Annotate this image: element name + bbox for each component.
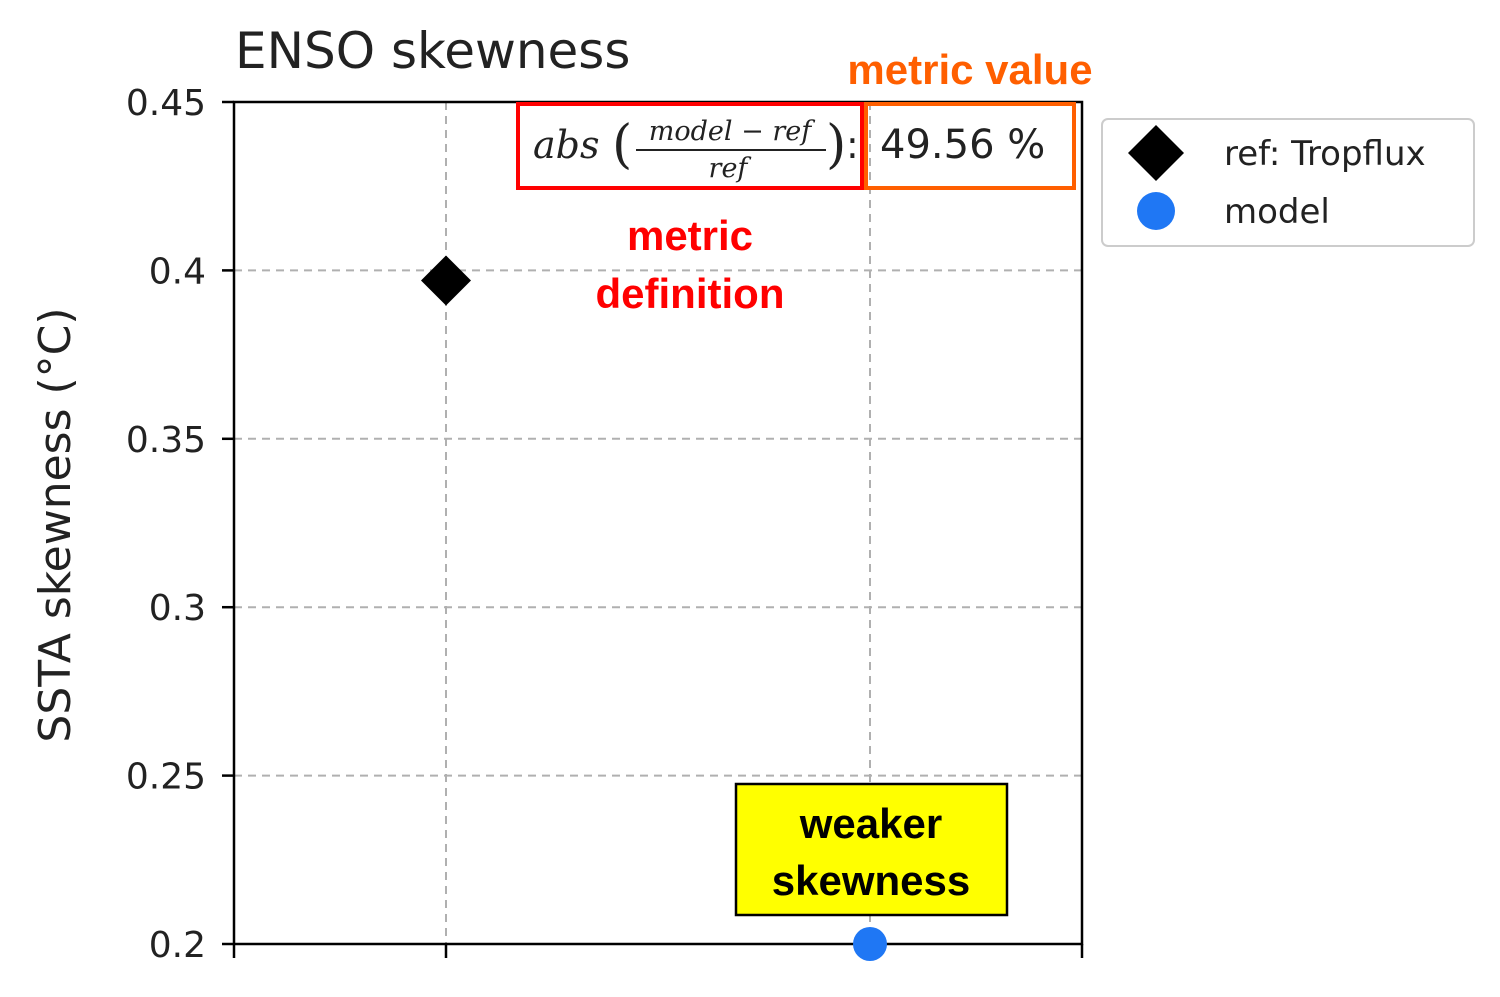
y-tick-label: 0.35 (126, 420, 206, 461)
grid (234, 102, 1082, 944)
formula-colon: : (846, 123, 859, 167)
y-axis-label: SSTA skewness (°C) (30, 307, 81, 742)
chart-title: ENSO skewness (235, 22, 630, 80)
ref-point (421, 255, 471, 306)
metric-value-box (864, 102, 1076, 190)
formula-denominator: ref (709, 153, 752, 184)
y-tick-label: 0.3 (149, 588, 206, 629)
formula-close-paren: ) (826, 115, 846, 175)
weaker-skewness-line2: skewness (772, 857, 970, 904)
y-tick-label: 0.2 (149, 925, 206, 966)
y-tick-label: 0.4 (149, 251, 206, 292)
y-tick-label: 0.25 (126, 757, 206, 798)
legend-frame (1101, 118, 1475, 247)
model-point (853, 927, 887, 961)
legend: ref: Tropflux model (1101, 118, 1475, 247)
metric-value-annotation: metric value (847, 46, 1092, 93)
data-points (421, 255, 887, 961)
formula-numerator: model − ref (649, 116, 815, 147)
legend-marker-ref (1128, 125, 1184, 181)
metric-definition-annotation-line2: definition (596, 270, 785, 317)
metric-formula: abs ( model − ref ref ) : (533, 115, 859, 184)
x-ticks (232, 944, 1084, 958)
formula-open-paren: ( (612, 115, 632, 175)
y-ticks: 0.2 0.25 0.3 0.35 0.4 0.45 (126, 83, 234, 966)
weaker-skewness-box (734, 782, 1009, 917)
legend-label: ref: Tropflux (1224, 134, 1426, 174)
legend-marker-model (1137, 192, 1175, 230)
metric-value: 49.56 % (880, 122, 1045, 168)
y-tick-label: 0.45 (126, 83, 206, 124)
weaker-skewness-line1: weaker (799, 800, 942, 847)
metric-definition-box (516, 102, 864, 190)
legend-label: model (1224, 192, 1330, 232)
metric-definition-annotation-line1: metric (627, 212, 753, 259)
formula-function: abs (533, 123, 599, 167)
